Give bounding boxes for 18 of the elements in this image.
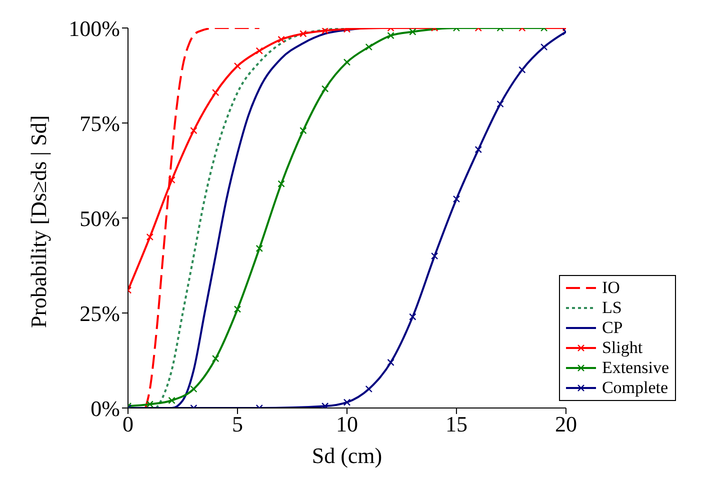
legend-label: LS [602,298,622,318]
legend-label: Extensive [602,358,669,378]
legend-label: Slight [602,338,643,358]
legend-label: CP [602,318,623,338]
x-tick-label: 15 [445,412,468,437]
y-tick-label: 100% [68,16,120,41]
y-tick-label: 50% [80,206,120,231]
legend-label: Complete [602,378,668,398]
x-axis-title: Sd (cm) [312,443,382,468]
legend-label: IO [602,278,620,298]
x-tick-label: 10 [336,412,358,437]
x-tick-label: 20 [554,412,577,437]
y-tick-label: 75% [80,110,120,136]
y-axis-title: Probability [Ds≥ds | Sd] [26,115,51,328]
y-tick-label: 25% [80,300,120,326]
x-tick-label: 0 [122,412,134,437]
y-tick-label: 0% [90,396,120,421]
x-tick-label: 5 [232,412,243,437]
